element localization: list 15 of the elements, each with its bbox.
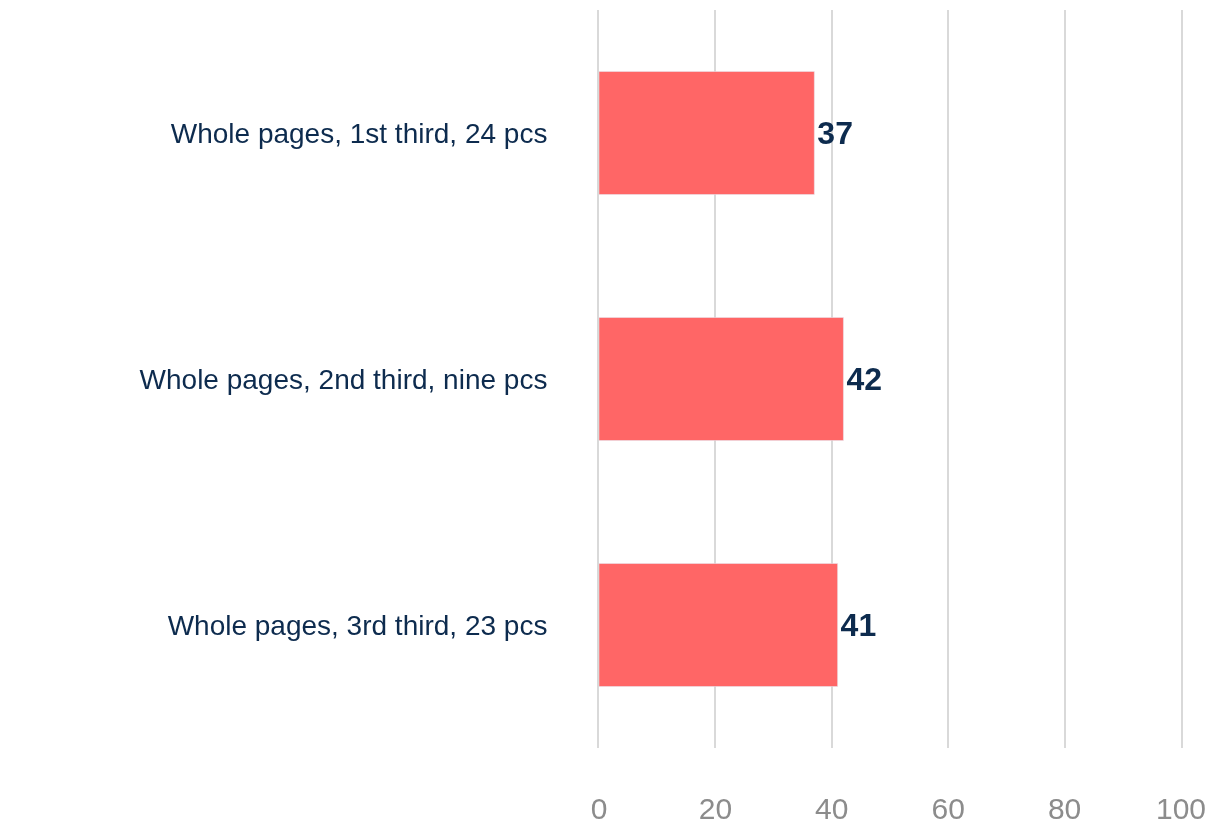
y-tick-label: Whole pages, 3rd third, 23 pcs: [167, 609, 548, 641]
x-tick-label: 80: [1047, 792, 1082, 825]
data-label: 41: [840, 607, 877, 643]
y-tick-label: Whole pages, 2nd third, nine pcs: [139, 363, 548, 395]
x-tick-label: 40: [815, 792, 849, 825]
y-tick-label: Whole pages, 1st third, 24 pcs: [170, 117, 548, 149]
x-tick-label: 0: [590, 792, 608, 825]
x-tick-label: 60: [931, 792, 965, 825]
bar: [599, 317, 844, 441]
data-label: 42: [846, 361, 883, 397]
bar: [599, 563, 838, 687]
x-tick-label: 100: [1155, 792, 1207, 825]
bar: [599, 71, 815, 195]
x-tick-label: 20: [698, 792, 733, 825]
data-label: 37: [817, 115, 853, 151]
